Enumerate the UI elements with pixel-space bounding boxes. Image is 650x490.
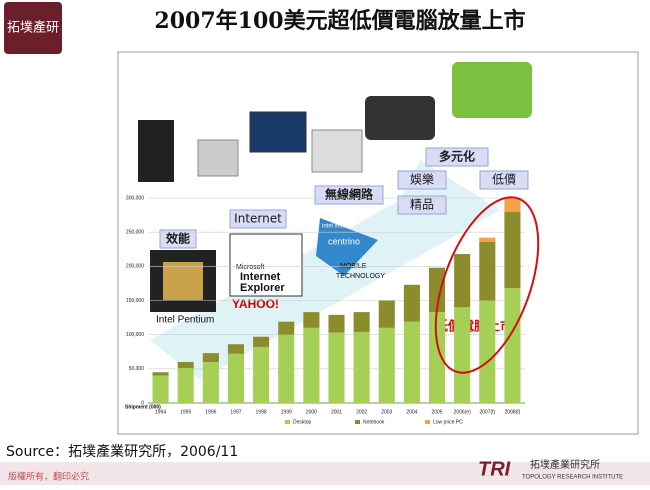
- bar-segment: [202, 362, 219, 403]
- x-tick-label: 2003: [381, 409, 392, 415]
- footer-band: [0, 462, 650, 485]
- x-tick-label: 2001: [331, 409, 342, 415]
- pictures: [138, 62, 532, 312]
- plot: 0 50,000 100,000 150,000 200,000 250,000 300,0…: [126, 195, 525, 425]
- x-tick-label: 1994: [155, 409, 166, 415]
- bar-segment: [152, 372, 169, 376]
- bar-segment: [253, 336, 270, 347]
- annotation: 多元化: [439, 149, 475, 164]
- bar-segment: [227, 353, 245, 403]
- annotation: 效能: [166, 231, 190, 246]
- x-tick-label: 1996: [205, 409, 216, 415]
- annotation: Internet: [234, 212, 282, 226]
- annotation: 娛樂: [410, 172, 434, 187]
- legend-label: Notebook: [363, 419, 385, 425]
- y-tick-label: 300,000: [126, 195, 144, 201]
- x-tick-label: 2006(e): [454, 409, 472, 415]
- annotation: Explorer: [240, 282, 285, 294]
- bar-segment: [479, 300, 496, 403]
- x-tick-label: 1999: [281, 409, 292, 415]
- label-box: [159, 229, 197, 249]
- legend-swatch: [355, 420, 360, 424]
- bar-segment: [479, 241, 496, 301]
- legend-label: Desktop: [293, 419, 312, 425]
- y-tick-label: 150,000: [126, 298, 144, 304]
- footer: 版權所有，翻印必究: [8, 471, 89, 483]
- label-box: [479, 170, 529, 190]
- bar-segment: [253, 346, 270, 403]
- annotation: 精品: [410, 198, 434, 212]
- bar-segment: [403, 284, 420, 322]
- bar-segment: [202, 353, 219, 362]
- highlight-ellipse: [434, 196, 540, 374]
- bar-segment: [303, 312, 320, 328]
- x-tick-label: 2005: [431, 409, 442, 415]
- brand: TRI: [478, 458, 511, 480]
- annotation: YAHOO!: [232, 297, 279, 311]
- annotation: Microsoft: [236, 264, 264, 271]
- x-tick-label: 2004: [406, 409, 417, 415]
- annotation: intel inside: [322, 224, 351, 230]
- bar-segment: [504, 198, 521, 212]
- label-box: [397, 195, 447, 215]
- bar-segment: [403, 321, 420, 403]
- x-tick-label: 2002: [356, 409, 367, 415]
- bar-segment: [278, 321, 295, 335]
- bar-segment: [353, 312, 370, 332]
- y-axis-label: Shipment (000): [125, 404, 161, 410]
- bar-segment: [479, 237, 496, 242]
- bar-segment: [504, 211, 521, 289]
- x-tick-label: 2000: [306, 409, 317, 415]
- bar-segment: [378, 300, 395, 328]
- brand-name: 拓墣產業研究所: [530, 458, 600, 471]
- title: 2007年100美元超低價電腦放量上市: [154, 8, 525, 34]
- annotation: 低價: [492, 173, 516, 187]
- y-tick-label: 50,000: [129, 366, 145, 372]
- label-box: [314, 185, 384, 205]
- bar-segment: [353, 331, 370, 403]
- y-tick-label: 200,000: [126, 264, 144, 270]
- x-tick-label: 1998: [256, 409, 267, 415]
- legend-swatch: [425, 420, 430, 424]
- bar-segment: [177, 368, 194, 403]
- annotation: centrino: [328, 236, 360, 246]
- label-box: [425, 147, 489, 167]
- label-box: [229, 209, 287, 229]
- x-tick-label: 1995: [180, 409, 191, 415]
- legend-label: Low price PC: [433, 419, 463, 425]
- source: Source：拓墣產業研究所，2006/11: [6, 443, 238, 460]
- x-tick-label: 1997: [230, 409, 241, 415]
- annotation: 低價電腦上市: [434, 319, 513, 335]
- x-tick-label: 2008(f): [505, 409, 521, 415]
- bar-segment: [152, 375, 169, 403]
- y-tick-label: 100,000: [126, 332, 144, 338]
- logo-box: [4, 2, 62, 54]
- y-tick-label: 250,000: [126, 229, 144, 235]
- bar-segment: [504, 288, 521, 403]
- legend-swatch: [285, 420, 290, 424]
- bar-segment: [328, 332, 345, 403]
- logo: 拓墣產研: [7, 20, 59, 36]
- bar-segment: [378, 327, 395, 403]
- annotation: Internet: [240, 271, 281, 283]
- annotation: 無線網路: [325, 187, 374, 202]
- x-tick-label: 2007(f): [479, 409, 495, 415]
- bar-segment: [428, 267, 446, 313]
- bar-segment: [177, 362, 194, 369]
- bar-segment: [454, 307, 471, 403]
- annotation: Intel Pentium: [156, 315, 214, 326]
- bar-segment: [303, 327, 320, 403]
- bar-segment: [328, 314, 345, 333]
- bar-segment: [227, 344, 245, 354]
- annotation: TECHNOLOGY: [336, 273, 385, 280]
- bar-segment: [454, 254, 471, 308]
- bar-segment: [428, 312, 446, 403]
- bar-segment: [278, 334, 295, 403]
- trend-arrow: [150, 160, 500, 380]
- y-tick-label: 0: [141, 400, 144, 406]
- brand-sub: TOPOLOGY RESEARCH INSTITUTE: [522, 475, 623, 481]
- label-box: [397, 170, 447, 190]
